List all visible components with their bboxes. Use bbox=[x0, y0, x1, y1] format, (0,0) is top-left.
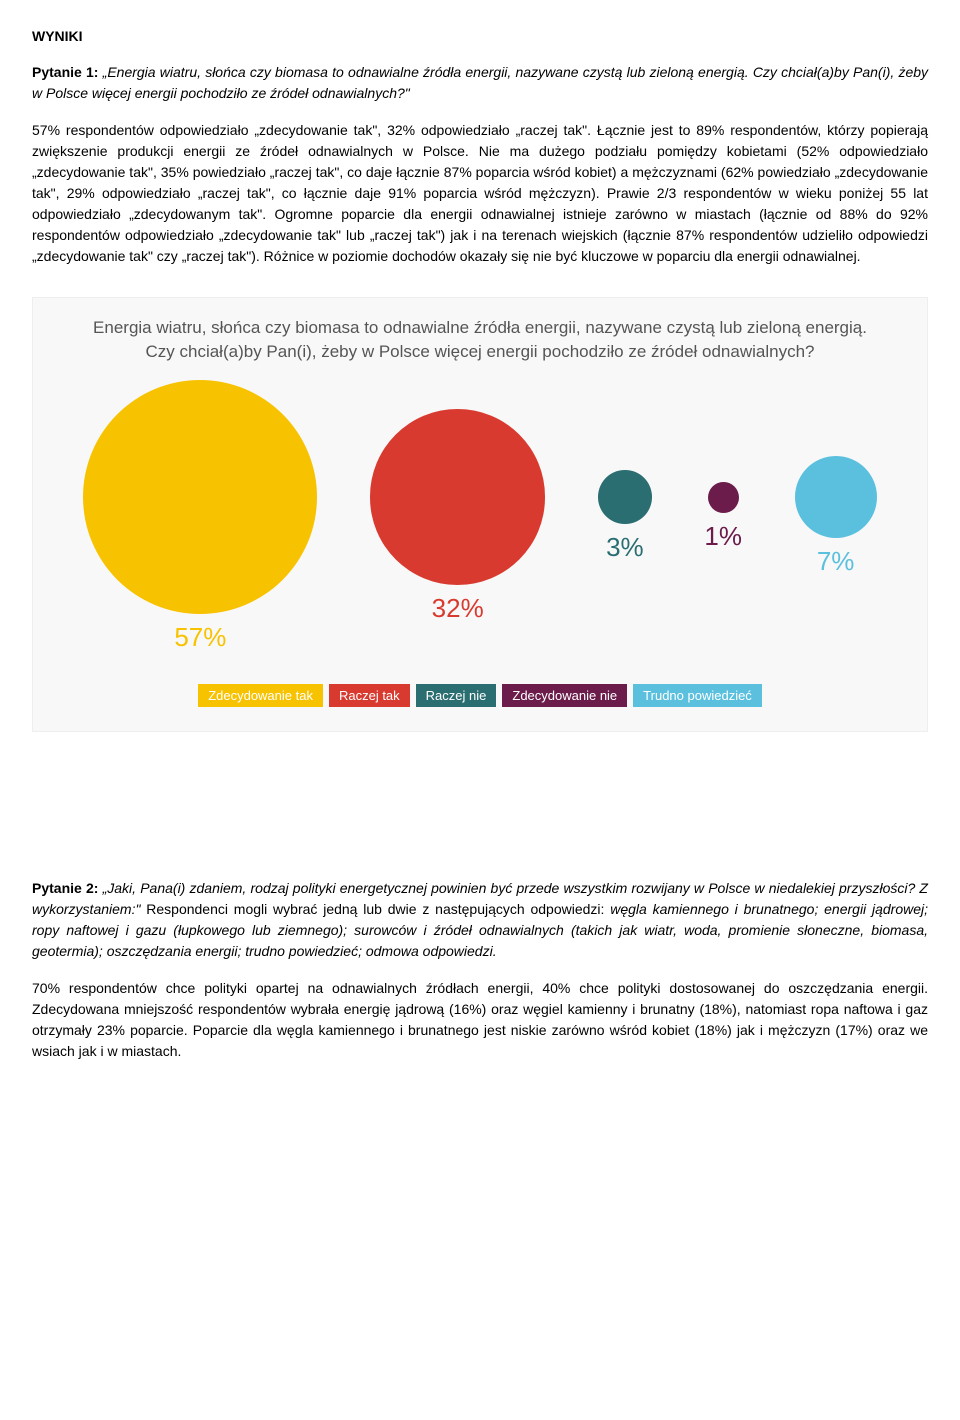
bubble-circle bbox=[598, 470, 652, 524]
legend-chip: Raczej nie bbox=[416, 684, 497, 707]
legend-chip: Raczej tak bbox=[329, 684, 410, 707]
legend-chip: Zdecydowanie tak bbox=[198, 684, 323, 707]
bubble-label: 1% bbox=[704, 521, 742, 552]
bubble-item: 57% bbox=[83, 380, 317, 661]
q1-quote: „Energia wiatru, słońca czy biomasa to o… bbox=[32, 64, 928, 101]
bubble-circle bbox=[795, 456, 877, 538]
bubble-chart: Energia wiatru, słońca czy biomasa to od… bbox=[32, 297, 928, 732]
bubble-circle bbox=[708, 482, 739, 513]
chart-legend: Zdecydowanie tak Raczej tak Raczej nieZdec… bbox=[57, 684, 903, 707]
bubble-label: 32% bbox=[432, 593, 484, 624]
bubble-row: 57% 32% 3% 1% 7% bbox=[57, 386, 903, 656]
bubble-item: 7% bbox=[795, 456, 877, 585]
chart-title: Energia wiatru, słońca czy biomasa to od… bbox=[91, 316, 869, 364]
q1-paragraph: Pytanie 1: „Energia wiatru, słońca czy b… bbox=[32, 62, 928, 104]
q1-body: 57% respondentów odpowiedziało „zdecydow… bbox=[32, 120, 928, 267]
bubble-item: 3% bbox=[598, 470, 652, 571]
q2-body: 70% respondentów chce polityki opartej n… bbox=[32, 978, 928, 1062]
bubble-circle bbox=[370, 409, 545, 584]
bubble-label: 7% bbox=[817, 546, 855, 577]
q2-plain: Respondenci mogli wybrać jedną lub dwie … bbox=[146, 901, 610, 917]
legend-chip: Zdecydowanie nie bbox=[502, 684, 627, 707]
legend-chip: Trudno powiedzieć bbox=[633, 684, 762, 707]
page-heading: WYNIKI bbox=[32, 28, 928, 44]
bubble-item: 32% bbox=[370, 409, 545, 631]
q2-label: Pytanie 2: bbox=[32, 880, 98, 896]
bubble-label: 3% bbox=[606, 532, 644, 563]
bubble-circle bbox=[83, 380, 317, 614]
bubble-label: 57% bbox=[174, 622, 226, 653]
q2-paragraph: Pytanie 2: „Jaki, Pana(i) zdaniem, rodza… bbox=[32, 878, 928, 962]
q1-label: Pytanie 1: bbox=[32, 64, 98, 80]
bubble-item: 1% bbox=[704, 482, 742, 560]
spacer bbox=[32, 788, 928, 878]
